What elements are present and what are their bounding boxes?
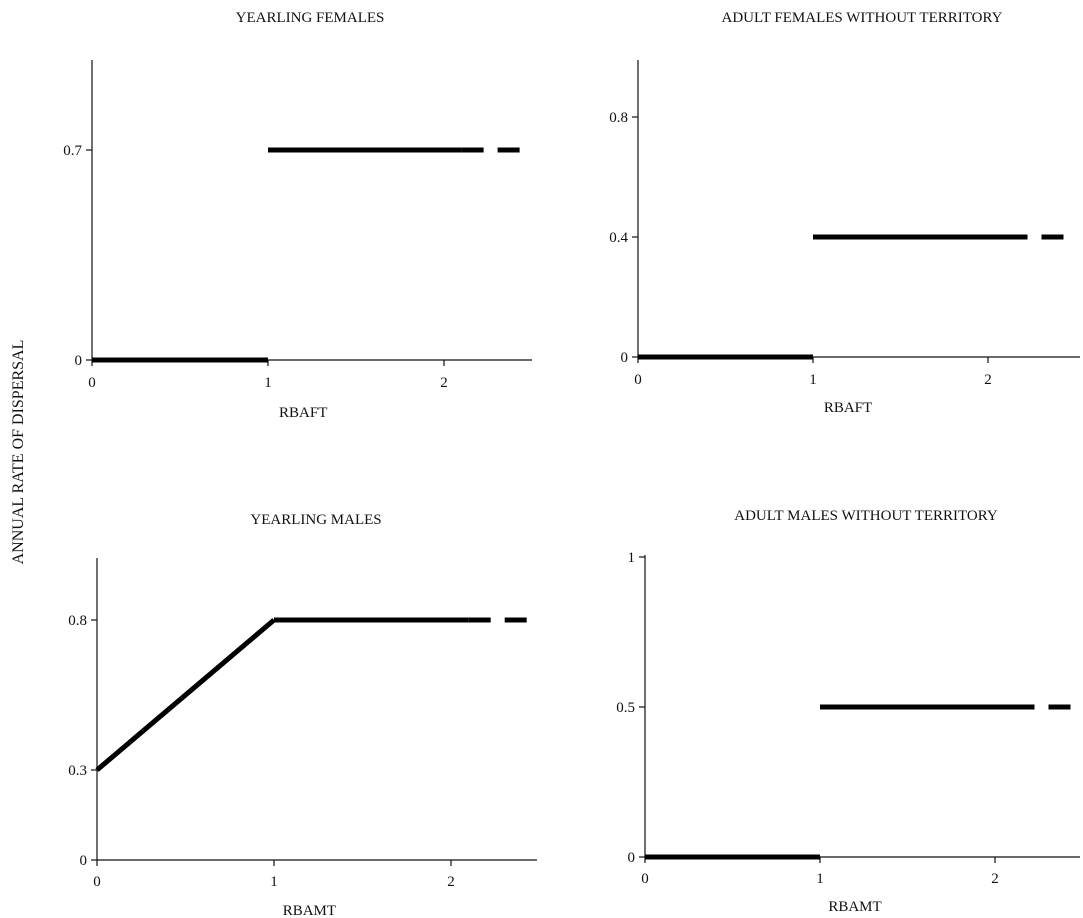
chart-panel-1: YEARLING FEMALES 0 0.7 0 1 2 RBAFT <box>63 10 532 421</box>
y-tick-label: 0 <box>628 850 636 866</box>
chart-panel-3: YEARLING MALES 0 0.3 0.8 0 1 2 RBAMT <box>68 512 540 918</box>
x-tick-label: 0 <box>634 372 642 388</box>
x-axis-label: RBAFT <box>824 400 872 416</box>
shared-y-axis-label: ANNUAL RATE OF DISPERSAL <box>10 340 27 565</box>
y-tick-label: 0.8 <box>609 110 628 126</box>
chart-panel-4: ADULT MALES WITHOUT TERRITORY 0 0.5 1 0 1 2 RBA… <box>616 508 1083 915</box>
x-tick-label: 2 <box>984 372 992 388</box>
x-tick-label: 2 <box>447 874 455 890</box>
chart-panel-2: ADULT FEMALES WITHOUT TERRITORY 0 0.4 0.8 0 1… <box>609 10 1080 416</box>
y-tick-label: 0.3 <box>68 763 87 779</box>
curve-segment <box>95 618 276 772</box>
x-axis-label: RBAFT <box>279 405 327 421</box>
y-tick-label: 0 <box>621 350 629 366</box>
x-tick-label: 0 <box>641 871 649 887</box>
y-tick-label: 0.5 <box>616 700 635 716</box>
chart-title: YEARLING MALES <box>250 512 381 528</box>
x-axis-label: RBAMT <box>828 899 881 915</box>
y-tick-label: 0.4 <box>609 230 628 246</box>
chart-title: YEARLING FEMALES <box>236 10 385 26</box>
x-tick-label: 1 <box>816 871 824 887</box>
x-tick-label: 1 <box>270 874 278 890</box>
chart-title: ADULT FEMALES WITHOUT TERRITORY <box>722 10 1003 26</box>
y-tick-label: 1 <box>628 550 636 566</box>
chart-title: ADULT MALES WITHOUT TERRITORY <box>734 508 998 524</box>
x-tick-label: 1 <box>809 372 817 388</box>
x-axis-label: RBAMT <box>283 903 336 918</box>
x-tick-label: 2 <box>991 871 999 887</box>
x-tick-label: 2 <box>440 375 448 391</box>
x-tick-label: 0 <box>88 375 96 391</box>
x-tick-label: 0 <box>93 874 101 890</box>
x-tick-label: 1 <box>264 375 272 391</box>
y-tick-label: 0.8 <box>68 613 87 629</box>
y-tick-label: 0 <box>80 853 88 869</box>
y-tick-label: 0 <box>75 353 83 369</box>
y-tick-label: 0.7 <box>63 143 82 159</box>
